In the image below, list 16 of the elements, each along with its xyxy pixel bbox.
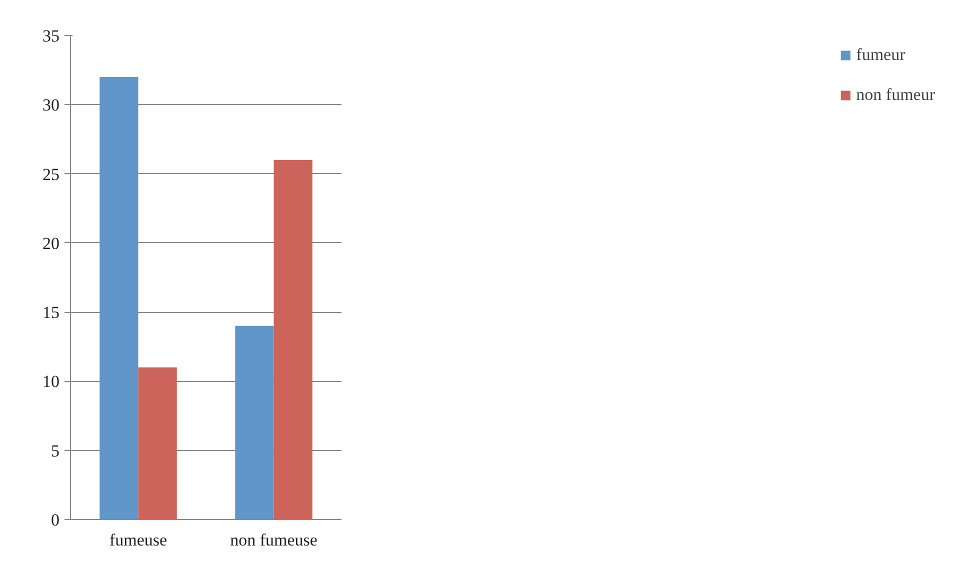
legend-label: non fumeur <box>856 85 935 105</box>
y-tick-label: 10 <box>42 372 60 392</box>
y-tick-label: 5 <box>51 441 60 460</box>
y-tick-label: 15 <box>42 303 60 322</box>
legend-label: fumeur <box>856 45 906 65</box>
y-tick-label: 35 <box>42 26 60 46</box>
bar <box>274 160 312 520</box>
y-tick-label: 20 <box>42 234 60 253</box>
bar <box>235 326 274 520</box>
y-tick-label: 25 <box>42 164 60 184</box>
y-tick-label: 0 <box>51 510 60 530</box>
bar <box>138 367 177 520</box>
bar <box>100 76 138 520</box>
y-tick-label: 30 <box>42 96 60 115</box>
x-tick-label: non fumeuse <box>230 530 318 550</box>
x-tick-label: fumeuse <box>109 530 168 550</box>
